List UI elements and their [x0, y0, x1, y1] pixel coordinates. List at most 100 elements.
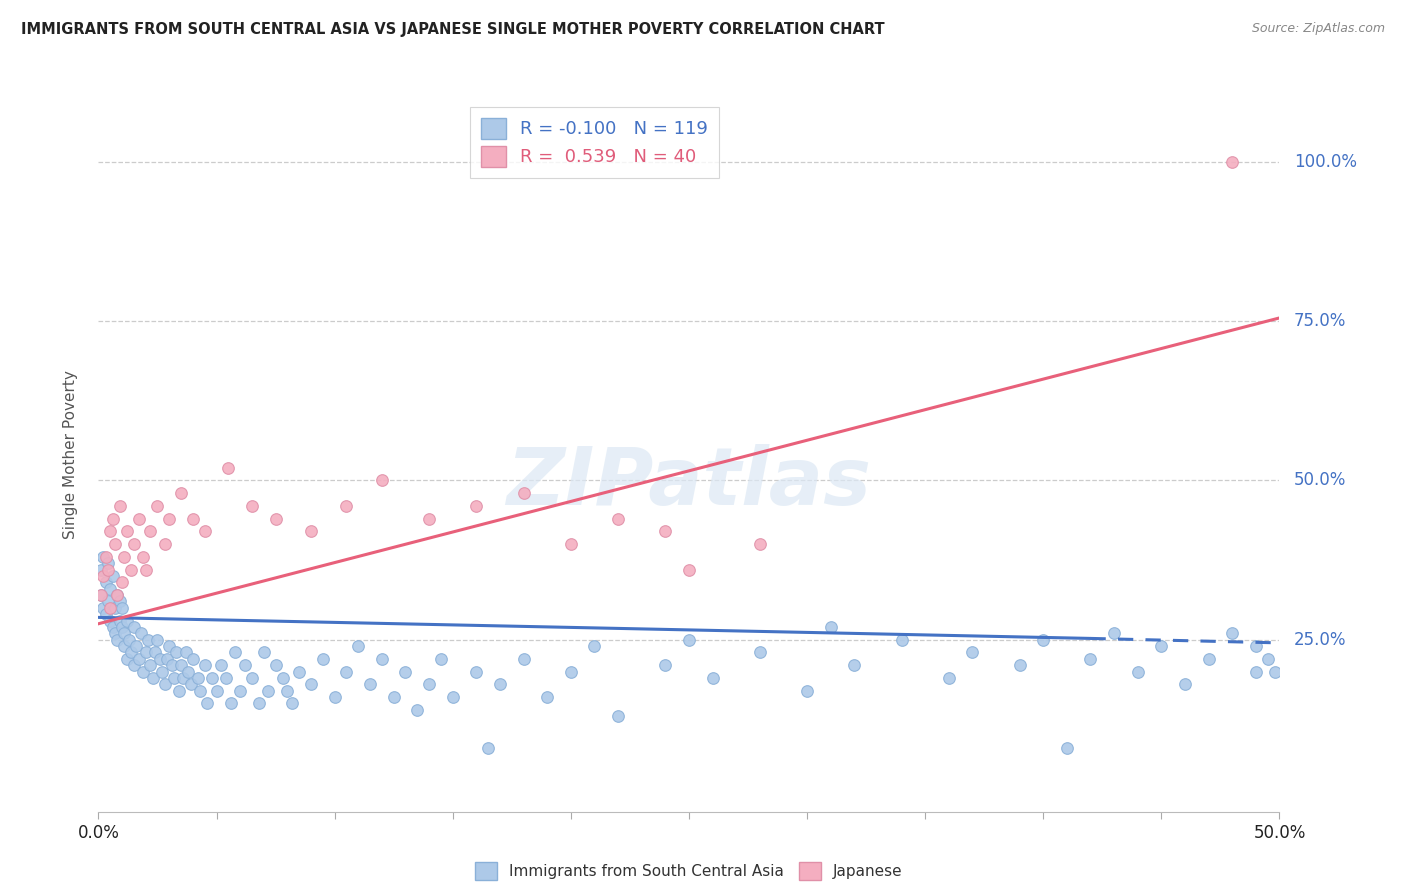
Point — [108, 499, 131, 513]
Point — [371, 652, 394, 666]
Text: 75.0%: 75.0% — [1294, 312, 1346, 330]
Point — [146, 499, 169, 513]
Point — [181, 511, 204, 525]
Point — [247, 697, 270, 711]
Point — [962, 645, 984, 659]
Point — [560, 665, 582, 679]
Point — [406, 703, 429, 717]
Point — [299, 524, 322, 539]
Point — [748, 537, 770, 551]
Point — [240, 499, 263, 513]
Point — [678, 563, 700, 577]
Point — [108, 594, 131, 608]
Point — [153, 677, 176, 691]
Point — [97, 594, 120, 608]
Point — [201, 671, 224, 685]
Point — [115, 524, 138, 539]
Point — [122, 620, 145, 634]
Point — [359, 677, 381, 691]
Point — [94, 549, 117, 564]
Point — [536, 690, 558, 704]
Point — [560, 537, 582, 551]
Point — [224, 645, 246, 659]
Point — [115, 614, 138, 628]
Point — [143, 645, 166, 659]
Point — [111, 600, 134, 615]
Point — [91, 569, 114, 583]
Point — [97, 563, 120, 577]
Point — [94, 575, 117, 590]
Point — [312, 652, 335, 666]
Legend: Immigrants from South Central Asia, Japanese: Immigrants from South Central Asia, Japa… — [470, 856, 908, 886]
Point — [170, 486, 193, 500]
Point — [1198, 652, 1220, 666]
Point — [121, 563, 143, 577]
Point — [181, 652, 204, 666]
Point — [177, 665, 200, 679]
Point — [654, 658, 676, 673]
Point — [844, 658, 866, 673]
Text: Source: ZipAtlas.com: Source: ZipAtlas.com — [1251, 22, 1385, 36]
Point — [165, 645, 187, 659]
Point — [253, 645, 276, 659]
Point — [94, 607, 117, 622]
Point — [335, 665, 357, 679]
Point — [264, 658, 287, 673]
Point — [215, 671, 238, 685]
Point — [105, 632, 128, 647]
Point — [98, 600, 121, 615]
Point — [465, 665, 488, 679]
Point — [132, 549, 155, 564]
Point — [98, 614, 121, 628]
Point — [157, 639, 180, 653]
Text: 100.0%: 100.0% — [1294, 153, 1357, 171]
Point — [465, 499, 488, 513]
Point — [132, 665, 155, 679]
Point — [135, 645, 157, 659]
Point — [91, 549, 114, 564]
Point — [1244, 665, 1267, 679]
Point — [1220, 626, 1243, 640]
Point — [142, 671, 165, 685]
Point — [257, 683, 280, 698]
Point — [160, 658, 183, 673]
Point — [108, 614, 131, 628]
Point — [104, 626, 127, 640]
Point — [217, 460, 239, 475]
Point — [583, 639, 606, 653]
Point — [477, 741, 499, 756]
Point — [112, 639, 135, 653]
Y-axis label: Single Mother Poverty: Single Mother Poverty — [63, 370, 77, 540]
Point — [796, 683, 818, 698]
Point — [98, 582, 121, 596]
Point — [323, 690, 346, 704]
Point — [335, 499, 357, 513]
Point — [170, 658, 193, 673]
Point — [128, 652, 150, 666]
Point — [382, 690, 405, 704]
Point — [430, 652, 453, 666]
Point — [90, 588, 112, 602]
Point — [121, 645, 143, 659]
Point — [512, 486, 534, 500]
Point — [1220, 154, 1243, 169]
Point — [150, 665, 173, 679]
Point — [264, 511, 287, 525]
Point — [938, 671, 960, 685]
Point — [748, 645, 770, 659]
Point — [129, 626, 152, 640]
Point — [139, 524, 162, 539]
Point — [128, 511, 150, 525]
Point — [101, 511, 124, 525]
Point — [418, 511, 440, 525]
Point — [153, 537, 176, 551]
Text: ZIPatlas: ZIPatlas — [506, 444, 872, 523]
Point — [188, 683, 211, 698]
Point — [195, 697, 218, 711]
Point — [122, 658, 145, 673]
Point — [122, 537, 145, 551]
Point — [118, 632, 141, 647]
Point — [1264, 665, 1286, 679]
Text: IMMIGRANTS FROM SOUTH CENTRAL ASIA VS JAPANESE SINGLE MOTHER POVERTY CORRELATION: IMMIGRANTS FROM SOUTH CENTRAL ASIA VS JA… — [21, 22, 884, 37]
Point — [271, 671, 294, 685]
